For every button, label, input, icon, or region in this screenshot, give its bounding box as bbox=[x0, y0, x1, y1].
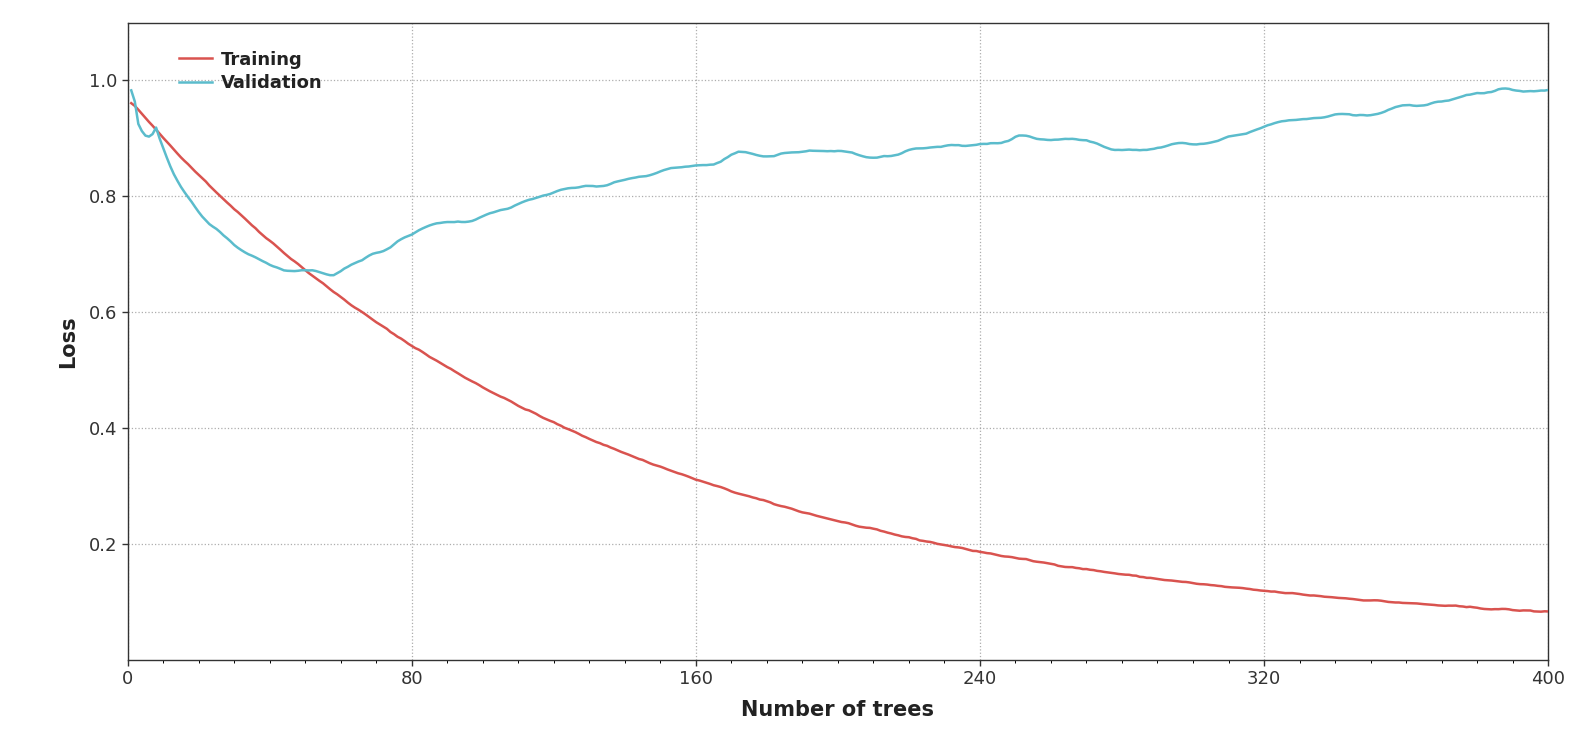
Line: Validation: Validation bbox=[131, 88, 1548, 275]
Training bbox=[292, 262, 311, 272]
Validation bbox=[121, 86, 140, 94]
Training bbox=[1151, 575, 1170, 584]
Validation bbox=[324, 271, 343, 280]
Training bbox=[121, 99, 140, 108]
Legend: Training, Validation: Training, Validation bbox=[179, 51, 322, 92]
Validation bbox=[1148, 143, 1167, 152]
Validation bbox=[1017, 131, 1036, 140]
Validation bbox=[1539, 86, 1558, 94]
Training bbox=[1532, 608, 1551, 616]
Training bbox=[1539, 607, 1558, 616]
X-axis label: Number of trees: Number of trees bbox=[742, 700, 934, 719]
Training bbox=[683, 474, 702, 483]
Validation bbox=[587, 182, 606, 191]
Validation bbox=[686, 161, 705, 170]
Validation bbox=[1156, 142, 1175, 151]
Validation bbox=[292, 266, 311, 274]
Validation bbox=[1495, 84, 1515, 93]
Y-axis label: Loss: Loss bbox=[57, 315, 78, 368]
Line: Training: Training bbox=[131, 104, 1548, 612]
Training bbox=[1144, 574, 1163, 583]
Training bbox=[583, 436, 602, 445]
Training bbox=[1013, 554, 1033, 563]
